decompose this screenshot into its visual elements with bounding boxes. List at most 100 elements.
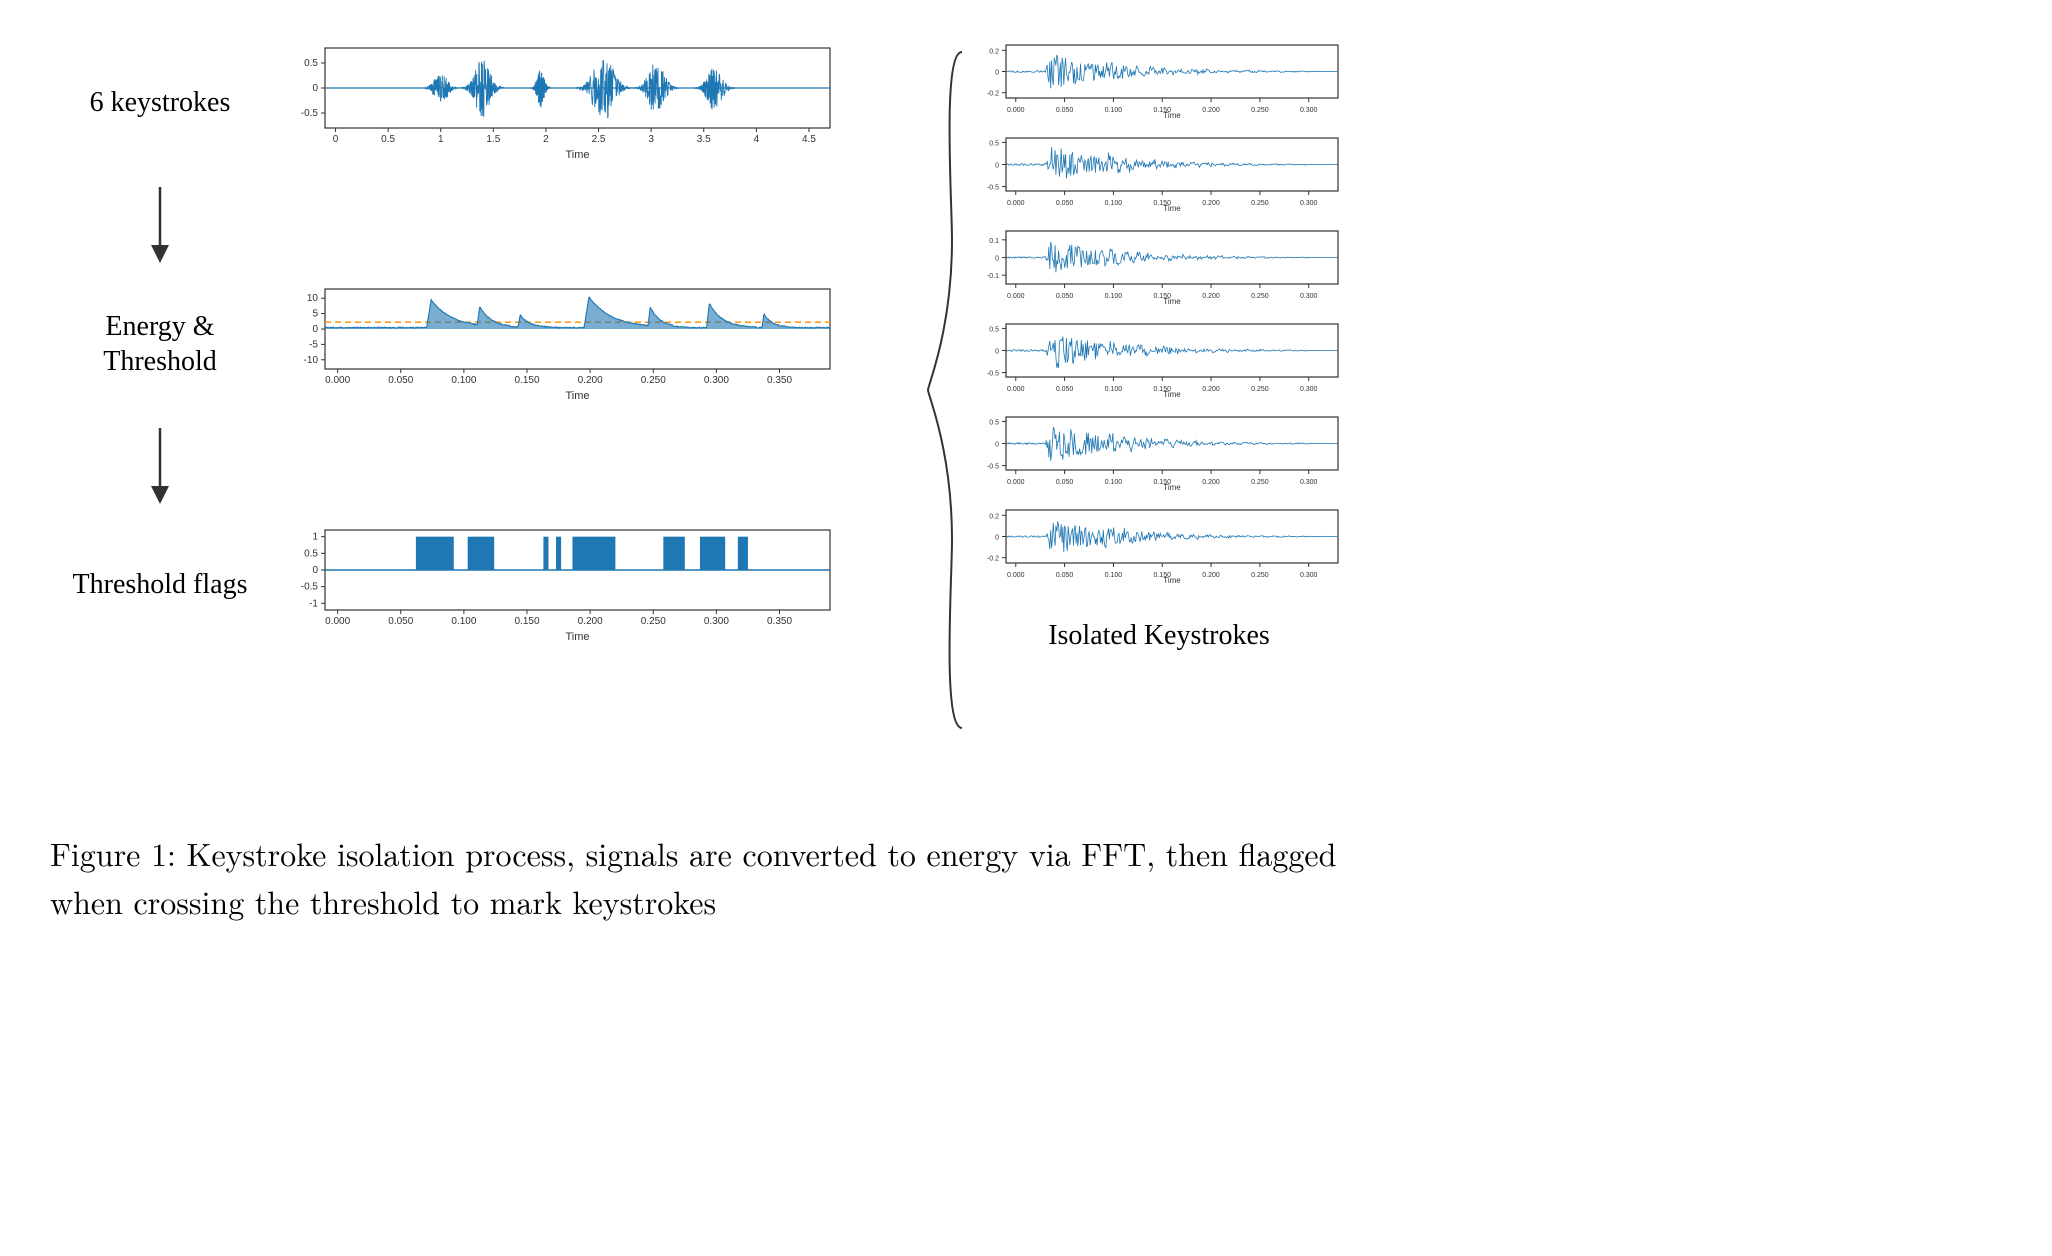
svg-text:0.050: 0.050 [1056,200,1074,207]
svg-text:0: 0 [995,256,999,263]
svg-text:Time: Time [1163,576,1181,585]
svg-text:0: 0 [312,83,318,94]
plot-waveform: -0.500.500.511.522.533.544.5Time [280,40,840,165]
svg-text:0.300: 0.300 [1300,293,1318,300]
svg-text:5: 5 [312,309,318,320]
svg-text:Time: Time [1163,297,1181,306]
top-row: 6 keystrokes -0.500.500.511.522.533.544.… [50,40,1450,740]
svg-text:Time: Time [1163,204,1181,213]
svg-text:2: 2 [543,134,549,145]
svg-text:0.000: 0.000 [1007,107,1025,114]
figure-caption: Figure 1: Keystroke isolation process, s… [50,830,1400,926]
svg-text:Time: Time [565,149,589,160]
svg-text:0.000: 0.000 [1007,572,1025,579]
svg-text:0.300: 0.300 [1300,572,1318,579]
isolated-keystroke-plot: -0.200.20.0000.0500.1000.1500.2000.2500.… [974,505,1344,590]
svg-text:Time: Time [1163,390,1181,399]
svg-text:0.050: 0.050 [388,375,413,386]
svg-text:-0.5: -0.5 [301,108,319,119]
svg-text:0.5: 0.5 [989,140,999,147]
svg-text:4.5: 4.5 [802,134,816,145]
svg-text:0.000: 0.000 [1007,200,1025,207]
svg-text:0.050: 0.050 [1056,107,1074,114]
svg-text:0: 0 [995,442,999,449]
svg-text:0.300: 0.300 [1300,386,1318,393]
svg-text:0.250: 0.250 [1251,386,1269,393]
isolated-keystroke-plot: -0.500.50.0000.0500.1000.1500.2000.2500.… [974,133,1344,218]
svg-text:0.100: 0.100 [1105,107,1123,114]
svg-text:0.200: 0.200 [578,616,603,627]
svg-text:0.200: 0.200 [1202,479,1220,486]
svg-text:0.300: 0.300 [1300,479,1318,486]
svg-text:0.200: 0.200 [578,375,603,386]
stage-1: 6 keystrokes -0.500.500.511.522.533.544.… [50,40,890,165]
stage-2: Energy & Threshold -10-505100.0000.0500.… [50,281,890,406]
svg-text:0.350: 0.350 [767,375,792,386]
arrow-down-icon [145,185,175,265]
svg-text:3.5: 3.5 [697,134,711,145]
svg-text:0.050: 0.050 [388,616,413,627]
svg-text:0.050: 0.050 [1056,386,1074,393]
svg-text:Time: Time [565,390,589,401]
svg-text:0.2: 0.2 [989,513,999,520]
svg-text:0: 0 [333,134,339,145]
svg-text:10: 10 [307,293,319,304]
svg-text:0.000: 0.000 [1007,479,1025,486]
right-column: -0.200.20.0000.0500.1000.1500.2000.2500.… [920,40,1344,740]
isolated-keystroke-plot: -0.500.50.0000.0500.1000.1500.2000.2500.… [974,412,1344,497]
svg-text:0.250: 0.250 [1251,479,1269,486]
figure-container: 6 keystrokes -0.500.500.511.522.533.544.… [50,40,1450,926]
svg-text:-5: -5 [309,339,318,350]
plot-flags: -1-0.500.510.0000.0500.1000.1500.2000.25… [280,522,840,647]
svg-text:-10: -10 [304,355,319,366]
svg-text:0.5: 0.5 [381,134,395,145]
arrow-down-icon [145,426,175,506]
svg-text:0: 0 [312,565,318,576]
svg-text:0.100: 0.100 [1105,293,1123,300]
svg-text:Time: Time [565,631,589,642]
svg-text:0.250: 0.250 [641,375,666,386]
svg-text:0.5: 0.5 [304,58,318,69]
svg-text:0: 0 [995,349,999,356]
svg-text:1: 1 [312,532,318,543]
svg-text:0.250: 0.250 [641,616,666,627]
svg-text:Time: Time [1163,483,1181,492]
stage2-label: Energy & Threshold [50,309,270,379]
left-column: 6 keystrokes -0.500.500.511.522.533.544.… [50,40,890,647]
svg-text:0.250: 0.250 [1251,572,1269,579]
svg-text:0.100: 0.100 [1105,572,1123,579]
svg-text:0.100: 0.100 [451,375,476,386]
svg-text:0.250: 0.250 [1251,200,1269,207]
svg-text:0.300: 0.300 [704,375,729,386]
svg-text:3: 3 [648,134,654,145]
isolated-keystrokes-grid: -0.200.20.0000.0500.1000.1500.2000.2500.… [974,40,1344,590]
brace-icon [920,40,970,740]
svg-text:0.050: 0.050 [1056,572,1074,579]
svg-text:0.2: 0.2 [989,48,999,55]
svg-text:0.5: 0.5 [989,326,999,333]
svg-text:0: 0 [312,324,318,335]
svg-text:0.200: 0.200 [1202,293,1220,300]
svg-text:0.300: 0.300 [1300,200,1318,207]
svg-text:0.150: 0.150 [514,375,539,386]
stage3-label: Threshold flags [50,567,270,602]
svg-text:0.200: 0.200 [1202,386,1220,393]
svg-text:0.050: 0.050 [1056,293,1074,300]
svg-text:0.000: 0.000 [1007,386,1025,393]
svg-text:0.300: 0.300 [1300,107,1318,114]
svg-text:0.250: 0.250 [1251,293,1269,300]
stage2-label-line2: Threshold [103,346,217,377]
svg-text:-0.1: -0.1 [987,273,999,280]
svg-text:0: 0 [995,70,999,77]
isolated-keystroke-plot: -0.100.10.0000.0500.1000.1500.2000.2500.… [974,226,1344,311]
svg-text:0.100: 0.100 [1105,200,1123,207]
stage1-label: 6 keystrokes [50,85,270,120]
svg-text:0.000: 0.000 [325,616,350,627]
arrow-1 [50,175,270,271]
svg-text:0.200: 0.200 [1202,200,1220,207]
svg-text:0.000: 0.000 [1007,293,1025,300]
svg-text:-0.5: -0.5 [301,582,319,593]
svg-text:-1: -1 [309,598,318,609]
svg-text:0.100: 0.100 [451,616,476,627]
svg-text:1: 1 [438,134,444,145]
